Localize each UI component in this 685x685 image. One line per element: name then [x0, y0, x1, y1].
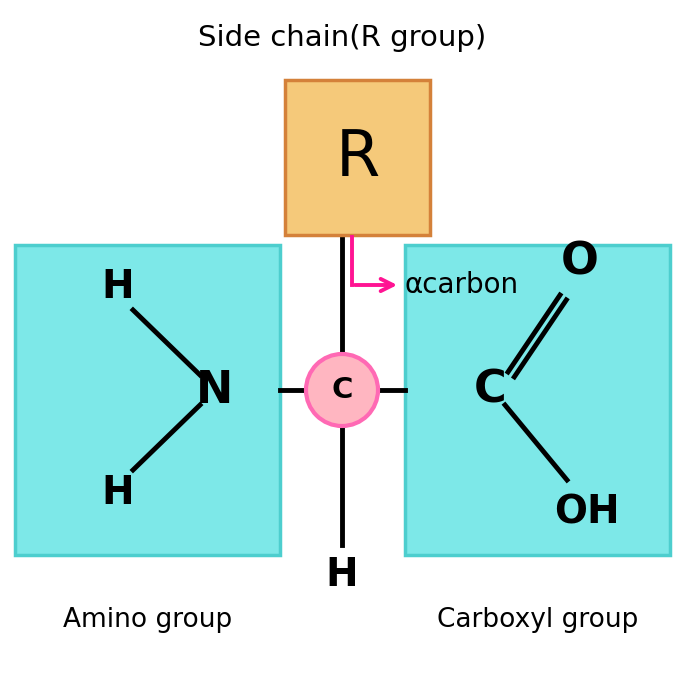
Text: OH: OH: [554, 494, 620, 532]
Text: Amino group: Amino group: [63, 607, 232, 633]
Text: H: H: [101, 268, 134, 306]
Bar: [285, 80, 430, 235]
Bar: [405, 245, 670, 555]
Text: Carboxyl group: Carboxyl group: [437, 607, 638, 633]
Bar: [15, 245, 280, 555]
Text: αcarbon: αcarbon: [405, 271, 519, 299]
Text: C: C: [332, 376, 353, 404]
Text: O: O: [561, 240, 599, 284]
Text: H: H: [325, 556, 358, 594]
Circle shape: [306, 354, 378, 426]
Text: H: H: [101, 474, 134, 512]
Text: Side chain(R group): Side chain(R group): [199, 24, 486, 52]
Text: N: N: [197, 369, 234, 412]
Text: C: C: [473, 369, 506, 412]
Text: R: R: [336, 127, 379, 188]
